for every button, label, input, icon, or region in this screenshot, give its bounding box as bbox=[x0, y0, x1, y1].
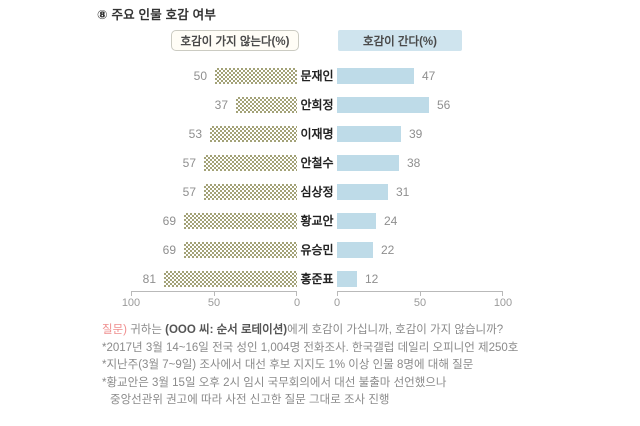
chart-row: 37 안희정 56 bbox=[0, 91, 640, 120]
positive-bar bbox=[337, 242, 373, 258]
negative-value: 57 bbox=[182, 185, 196, 199]
footnote-line: *황교안은 3월 15일 오후 2시 임시 국무회의에서 대선 불출마 선언했으… bbox=[102, 376, 447, 389]
positive-bar bbox=[337, 271, 357, 287]
negative-value: 57 bbox=[182, 156, 196, 170]
negative-bar bbox=[204, 184, 297, 200]
axis-tick bbox=[214, 292, 215, 296]
candidate-name: 심상정 bbox=[300, 185, 334, 199]
negative-bar bbox=[184, 242, 297, 258]
chart-row: 81 홍준표 12 bbox=[0, 265, 640, 294]
positive-value: 39 bbox=[409, 127, 423, 141]
axis-right-tick-label: 100 bbox=[493, 297, 513, 309]
negative-bar bbox=[210, 126, 297, 142]
question-post: 에게 호감이 가십니까, 호감이 가지 않습니까? bbox=[287, 324, 504, 336]
negative-bar bbox=[184, 213, 297, 229]
negative-bar bbox=[204, 155, 297, 171]
positive-value: 22 bbox=[381, 243, 395, 257]
axis-left-tick-label: 0 bbox=[293, 297, 301, 309]
positive-value: 56 bbox=[437, 98, 451, 112]
negative-bar bbox=[236, 97, 297, 113]
axis-right-tick-label: 50 bbox=[413, 297, 427, 309]
candidate-name: 이재명 bbox=[300, 127, 334, 141]
candidate-name: 황교안 bbox=[300, 214, 334, 228]
positive-value: 38 bbox=[407, 156, 421, 170]
positive-value: 12 bbox=[365, 272, 379, 286]
negative-value: 53 bbox=[188, 127, 202, 141]
positive-bar bbox=[337, 213, 376, 229]
footnote-line: *2017년 3월 14~16일 전국 성인 1,004명 전화조사. 한국갤럽… bbox=[102, 341, 519, 354]
positive-bar bbox=[337, 155, 399, 171]
page-title: ⑧ 주요 인물 호감 여부 bbox=[97, 8, 217, 22]
candidate-name: 안희정 bbox=[300, 98, 334, 112]
legend-positive-label: 호감이 간다(%) bbox=[363, 35, 437, 48]
axis-tick bbox=[296, 292, 297, 296]
footnote-line: 중앙선관위 권고에 따라 사전 신고한 질문 그대로 조사 진행 bbox=[110, 394, 390, 406]
axis-left bbox=[131, 291, 297, 306]
chart-row: 69 황교안 24 bbox=[0, 207, 640, 236]
positive-bar bbox=[337, 97, 429, 113]
negative-bar bbox=[215, 68, 297, 84]
positive-bar bbox=[337, 68, 414, 84]
legend-negative: 호감이 가지 않는다(%) bbox=[171, 30, 299, 51]
positive-bar bbox=[337, 184, 388, 200]
positive-value: 31 bbox=[396, 185, 410, 199]
positive-bar bbox=[337, 126, 401, 142]
chart-row: 57 심상정 31 bbox=[0, 178, 640, 207]
chart-row: 53 이재명 39 bbox=[0, 120, 640, 149]
candidate-name: 홍준표 bbox=[300, 272, 334, 286]
negative-value: 69 bbox=[162, 243, 176, 257]
chart-row: 50 문재인 47 bbox=[0, 62, 640, 91]
negative-value: 81 bbox=[142, 272, 156, 286]
legend-negative-label: 호감이 가지 않는다(%) bbox=[180, 35, 290, 48]
negative-value: 50 bbox=[193, 69, 207, 83]
positive-value: 24 bbox=[384, 214, 398, 228]
footnote-question: 질문) 귀하는 (OOO 씨: 순서 로테이션)에게 호감이 가십니까, 호감이… bbox=[102, 322, 562, 340]
chart-row: 57 안철수 38 bbox=[0, 149, 640, 178]
question-pre: 귀하는 bbox=[127, 324, 166, 336]
axis-right bbox=[337, 291, 503, 306]
candidate-name: 안철수 bbox=[300, 156, 334, 170]
negative-bar bbox=[164, 271, 297, 287]
footnotes: 질문) 귀하는 (OOO 씨: 순서 로테이션)에게 호감이 가십니까, 호감이… bbox=[102, 322, 562, 410]
axis-tick bbox=[502, 292, 503, 296]
positive-value: 47 bbox=[422, 69, 436, 83]
axis-right-tick-label: 0 bbox=[333, 297, 341, 309]
chart-rows: 50 문재인 47 37 안희정 56 53 이재명 39 57 안철수 38 57 심상정 31 69 황교안… bbox=[0, 62, 640, 294]
axis-left-tick-label: 50 bbox=[207, 297, 221, 309]
axis-tick bbox=[420, 292, 421, 296]
axis-left-tick-label: 100 bbox=[121, 297, 141, 309]
candidate-name: 유승민 bbox=[300, 243, 334, 257]
legend-positive: 호감이 간다(%) bbox=[338, 30, 462, 51]
footnote-line: *지난주(3월 7~9일) 조사에서 대선 후보 지지도 1% 이상 인물 8명… bbox=[102, 359, 474, 371]
question-label: 질문) bbox=[102, 324, 127, 336]
axis-tick bbox=[337, 292, 338, 296]
axis-tick bbox=[131, 292, 132, 296]
chart-row: 69 유승민 22 bbox=[0, 236, 640, 265]
question-bold: (OOO 씨: 순서 로테이션) bbox=[165, 324, 288, 336]
candidate-name: 문재인 bbox=[300, 69, 334, 83]
negative-value: 69 bbox=[162, 214, 176, 228]
negative-value: 37 bbox=[214, 98, 228, 112]
